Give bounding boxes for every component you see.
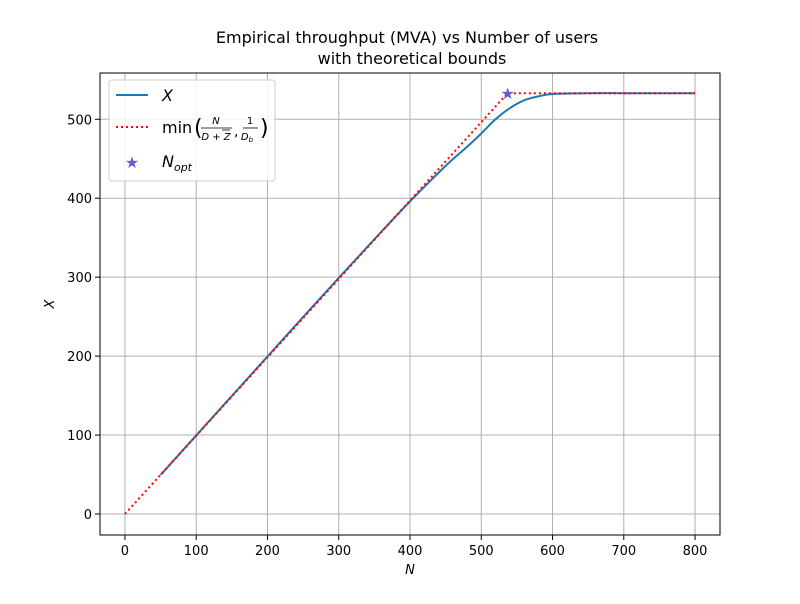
y-tick-label: 300 [67, 271, 92, 286]
legend-bound-frac1-den: D + Z [201, 132, 231, 143]
legend-bound-frac2-den-sub: b [249, 136, 254, 144]
legend-bound-frac2-den-main: D [241, 132, 249, 143]
legend-bound-min: min [162, 118, 192, 137]
legend-bound-paren-open: ( [194, 116, 203, 141]
y-tick-label: 100 [67, 429, 92, 444]
legend-nopt-star-icon: ★ [125, 153, 139, 172]
legend-nopt-label: Nopt [162, 152, 193, 174]
x-axis-label: N [405, 563, 415, 578]
legend-bound-frac1-num: N [212, 116, 220, 127]
x-tick-label: 100 [184, 544, 209, 559]
x-tick-label: 500 [469, 544, 494, 559]
legend-bound-label: min ( N D + Z , 1 Db ) [162, 116, 269, 144]
nopt-star-marker: ★ [500, 84, 514, 103]
chart-title-line2: with theoretical bounds [318, 49, 507, 68]
legend-nopt-main: N [162, 152, 174, 171]
x-tick-label: 200 [255, 544, 280, 559]
y-axis-label: X [43, 298, 58, 309]
x-tick-label: 600 [540, 544, 565, 559]
grid [100, 73, 720, 535]
legend-bound-frac2-den: Db [241, 132, 254, 144]
legend-bound-paren-close: ) [260, 116, 269, 141]
legend-bound-frac2-num: 1 [247, 116, 253, 127]
x-tick-label: 700 [611, 544, 636, 559]
y-tick-label: 200 [67, 350, 92, 365]
legend-bound-comma: , [234, 124, 238, 140]
x-tick-label: 0 [121, 544, 129, 559]
y-tick-label: 500 [67, 113, 92, 128]
x-tick-label: 400 [398, 544, 423, 559]
y-tick-label: 400 [67, 192, 92, 207]
x-tick-label: 800 [683, 544, 708, 559]
chart-title-line1: Empirical throughput (MVA) vs Number of … [216, 28, 598, 47]
legend-box [108, 79, 276, 182]
x-tick-label: 300 [326, 544, 351, 559]
y-tick-label: 0 [84, 508, 92, 523]
ticks: 0 100 200 300 400 500 600 700 800 0 100 200 300 400 50… [67, 113, 707, 559]
legend-nopt-sub: opt [174, 161, 193, 174]
legend: X min ( N D + Z , 1 Db ) ★ Nopt [108, 79, 276, 182]
legend-empirical-label: X [161, 86, 174, 105]
series-layer: ★ [124, 84, 696, 515]
